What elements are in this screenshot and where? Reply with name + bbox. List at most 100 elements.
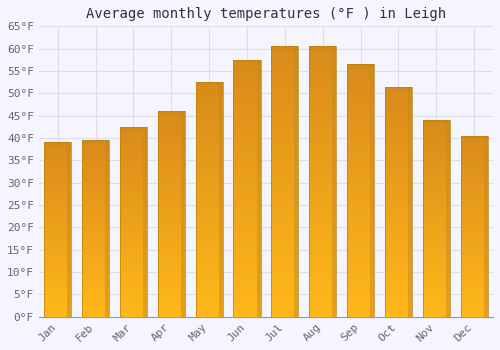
Bar: [460, 203, 488, 204]
Bar: [460, 284, 488, 286]
Bar: [385, 179, 412, 181]
Bar: [385, 299, 412, 301]
Bar: [158, 202, 185, 204]
Bar: [44, 231, 72, 233]
Bar: [385, 167, 412, 169]
Bar: [422, 148, 450, 150]
Bar: [347, 221, 374, 223]
Bar: [347, 198, 374, 201]
Bar: [385, 252, 412, 255]
Bar: [347, 110, 374, 112]
Bar: [460, 194, 488, 196]
Bar: [460, 188, 488, 190]
Bar: [196, 204, 223, 206]
Bar: [82, 312, 109, 313]
Bar: [44, 292, 72, 294]
Bar: [44, 270, 72, 272]
Bar: [196, 197, 223, 199]
Bar: [309, 63, 336, 65]
Bar: [44, 226, 72, 228]
Bar: [158, 121, 185, 124]
Bar: [44, 287, 72, 289]
Bar: [196, 84, 223, 87]
Bar: [234, 150, 260, 152]
Bar: [271, 252, 298, 254]
Bar: [234, 119, 260, 121]
Bar: [44, 142, 72, 146]
Bar: [271, 71, 298, 74]
Bar: [234, 201, 260, 204]
Bar: [347, 294, 374, 296]
Bar: [309, 257, 336, 260]
Bar: [196, 82, 223, 84]
Bar: [385, 312, 412, 315]
Bar: [120, 281, 147, 282]
Bar: [196, 270, 223, 272]
Bar: [422, 260, 450, 262]
Bar: [347, 125, 374, 127]
Bar: [347, 127, 374, 130]
Bar: [120, 239, 147, 241]
Bar: [460, 306, 488, 308]
Bar: [347, 64, 374, 67]
Bar: [347, 284, 374, 287]
Bar: [347, 211, 374, 213]
Bar: [120, 222, 147, 224]
Bar: [309, 306, 336, 309]
Bar: [271, 63, 298, 65]
Bar: [44, 155, 72, 156]
Bar: [196, 82, 223, 317]
Bar: [44, 290, 72, 292]
Bar: [422, 215, 450, 217]
Bar: [196, 274, 223, 277]
Bar: [460, 308, 488, 309]
Bar: [196, 148, 223, 150]
Bar: [196, 232, 223, 234]
Bar: [82, 168, 109, 170]
Bar: [460, 197, 488, 199]
Bar: [271, 244, 298, 246]
Bar: [385, 174, 412, 176]
Bar: [422, 124, 450, 126]
Bar: [347, 238, 374, 241]
Bar: [460, 228, 488, 230]
Bar: [44, 286, 72, 287]
Bar: [120, 243, 147, 245]
Bar: [82, 280, 109, 281]
Bar: [385, 273, 412, 275]
Bar: [234, 106, 260, 108]
Bar: [234, 165, 260, 168]
Bar: [158, 300, 185, 302]
Bar: [422, 154, 450, 155]
Bar: [196, 289, 223, 291]
Bar: [460, 299, 488, 301]
Bar: [460, 290, 488, 292]
Bar: [385, 98, 412, 100]
Bar: [196, 277, 223, 279]
Bar: [82, 188, 109, 190]
Bar: [271, 298, 298, 301]
Bar: [385, 282, 412, 285]
Bar: [120, 302, 147, 303]
Bar: [385, 169, 412, 172]
Bar: [422, 279, 450, 281]
Bar: [196, 296, 223, 298]
Bar: [196, 293, 223, 296]
Bar: [44, 163, 72, 165]
Bar: [120, 169, 147, 170]
Bar: [309, 312, 336, 314]
Bar: [234, 134, 260, 137]
Bar: [120, 285, 147, 286]
Bar: [460, 199, 488, 201]
Bar: [460, 313, 488, 315]
Bar: [196, 260, 223, 263]
Bar: [347, 251, 374, 254]
Bar: [44, 172, 72, 174]
Bar: [120, 306, 147, 307]
Bar: [44, 148, 72, 149]
Bar: [385, 107, 412, 110]
Bar: [347, 69, 374, 72]
Bar: [82, 186, 109, 188]
Bar: [271, 312, 298, 314]
Bar: [271, 279, 298, 282]
